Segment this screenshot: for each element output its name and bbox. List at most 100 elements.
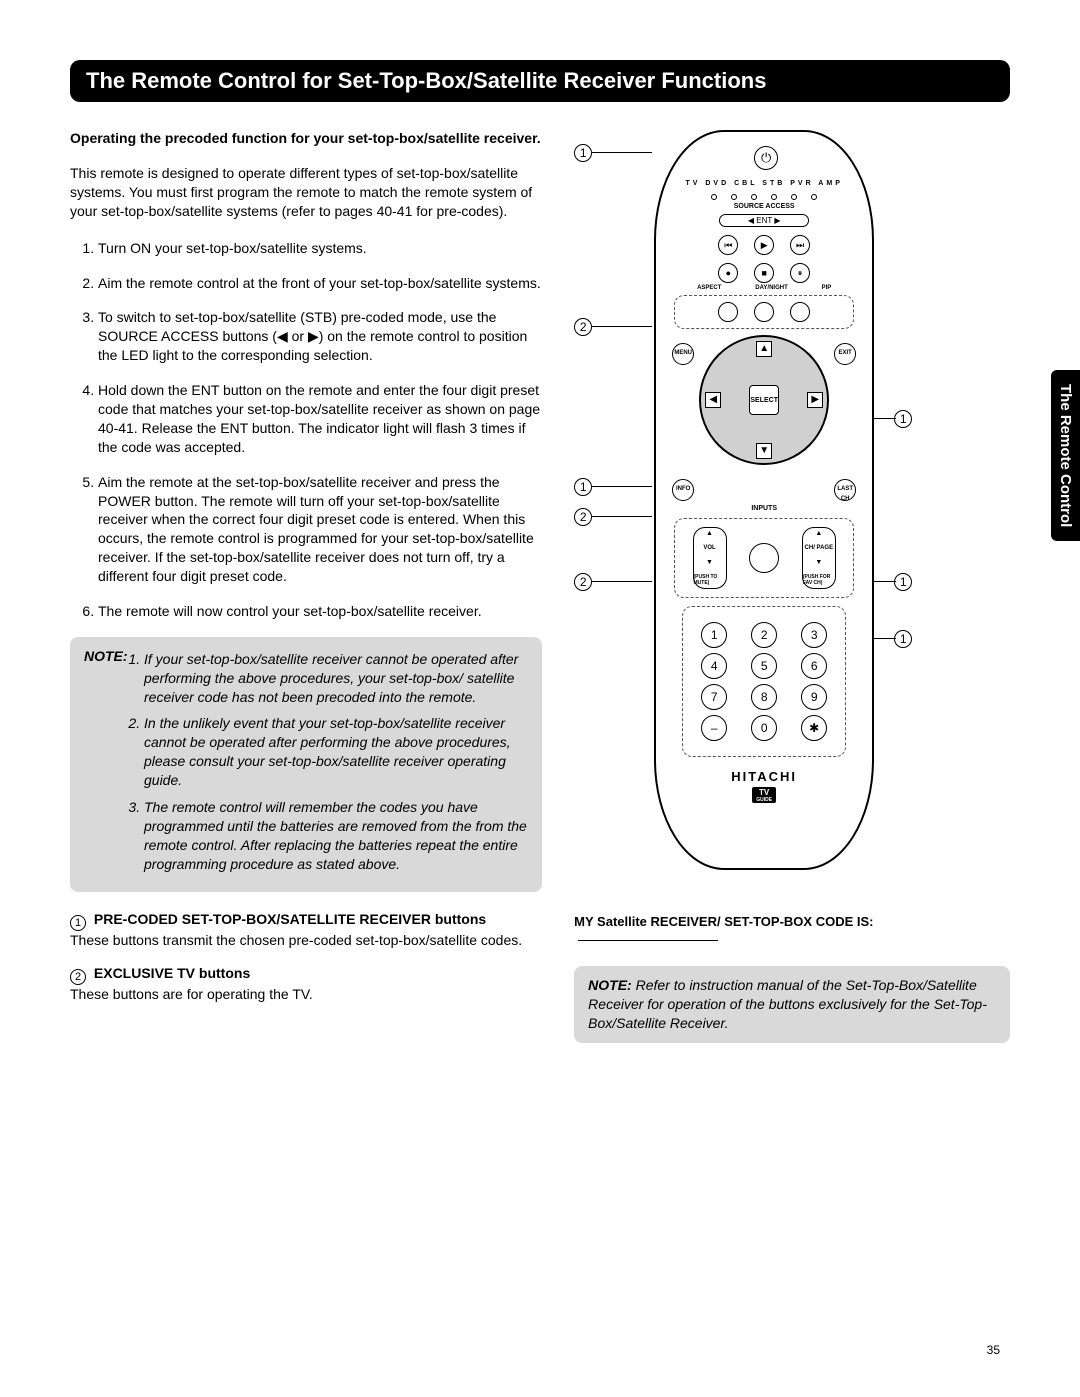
side-tab: The Remote Control <box>1051 370 1080 541</box>
num-4: 4 <box>701 653 727 679</box>
columns: Operating the precoded function for your… <box>70 130 1010 1043</box>
callout-num-2: 2 <box>574 318 592 336</box>
info-button: INFO <box>672 479 694 501</box>
callout-line <box>874 638 896 639</box>
callout-left-5: 2 <box>574 573 592 591</box>
callout-num-2c: 2 <box>574 573 592 591</box>
transport-row-2: ● ■ ⏸ <box>656 263 872 283</box>
down-arrow-icon: ▼ <box>756 443 772 459</box>
callout-right-1: 1 <box>894 410 912 428</box>
num-7: 7 <box>701 684 727 710</box>
step-4: Hold down the ENT button on the remote a… <box>98 381 542 457</box>
def-1: 1 PRE-CODED SET-TOP-BOX/SATELLITE RECEIV… <box>70 910 542 950</box>
def-2-title: EXCLUSIVE TV buttons <box>94 965 250 981</box>
aspect-box <box>674 295 854 329</box>
num-dash: – <box>701 715 727 741</box>
note1-item-2: In the unlikely event that your set-top-… <box>144 714 528 790</box>
numpad: 1 2 3 4 5 6 7 8 9 – <box>682 606 846 757</box>
callout-line <box>874 581 896 582</box>
def-2-text: These buttons are for operating the TV. <box>70 986 313 1002</box>
callout-num-1: 1 <box>574 144 592 162</box>
callout-line <box>874 418 896 419</box>
pause-icon: ⏸ <box>790 263 810 283</box>
pip-label: PIP <box>822 285 832 291</box>
guide-text: GUIDE <box>752 798 776 803</box>
my-code-label: MY Satellite RECEIVER/ SET-TOP-BOX CODE … <box>574 914 873 929</box>
up-arrow-icon: ▲ <box>756 341 772 357</box>
callout-left-1: 1 <box>574 144 592 162</box>
exit-button: EXIT <box>834 343 856 365</box>
left-column: Operating the precoded function for your… <box>70 130 542 1043</box>
step-6: The remote will now control your set-top… <box>98 602 542 621</box>
menu-button: MENU <box>672 343 694 365</box>
callout-num-1r: 1 <box>894 410 912 428</box>
num-1: 1 <box>701 622 727 648</box>
rewind-icon: ⏮ <box>718 235 738 255</box>
num-3: 3 <box>801 622 827 648</box>
ch-rocker: ▲CH/ PAGE▼ (PUSH FOR FAV CH) <box>802 527 836 589</box>
callout-line <box>592 516 652 517</box>
note2-text: Refer to instruction manual of the Set-T… <box>588 977 987 1031</box>
callout-num-2b: 2 <box>574 508 592 526</box>
left-arrow-icon: ◀ <box>705 392 721 408</box>
ch-label: CH/ PAGE <box>805 545 834 551</box>
def-2: 2 EXCLUSIVE TV buttons These buttons are… <box>70 964 542 1004</box>
num-star: ✱ <box>801 715 827 741</box>
stop-icon: ■ <box>754 263 774 283</box>
vol-label: VOL <box>703 545 715 551</box>
aspect-row-labels: ASPECT DAY/NIGHT PIP <box>656 283 872 291</box>
my-code-line: MY Satellite RECEIVER/ SET-TOP-BOX CODE … <box>574 914 1010 944</box>
def-1-text: These buttons transmit the chosen pre-co… <box>70 932 522 948</box>
callout-num-1b: 1 <box>574 478 592 496</box>
note-box-2: NOTE: Refer to instruction manual of the… <box>574 966 1010 1043</box>
remote-outline: ⏻ TV DVD CBL STB PVR AMP SOURCE ACCESS ◀… <box>654 130 874 870</box>
transport-row-1: ⏮ ▶ ⏭ <box>656 235 872 255</box>
remote-diagram-wrap: 1 2 1 2 2 1 1 1 ⏻ TV DVD CBL STB PVR AMP… <box>574 130 1010 890</box>
step-3: To switch to set-top-box/satellite (STB)… <box>98 308 542 365</box>
note1-list: If your set-top-box/satellite receiver c… <box>120 650 528 874</box>
note1-item-3: The remote control will remember the cod… <box>144 798 528 874</box>
select-button: SELECT <box>749 385 779 415</box>
dpad-region: GUIDE MENU EXIT ▲ ▼ ◀ ▶ SELECT INFO LAST… <box>656 335 872 505</box>
brand-label: HITACHI <box>656 769 872 784</box>
callout-line <box>592 326 652 327</box>
page-title-bar: The Remote Control for Set-Top-Box/Satel… <box>70 60 1010 102</box>
push-fav-label: (PUSH FOR FAV CH) <box>803 574 835 586</box>
num-6: 6 <box>801 653 827 679</box>
ffwd-icon: ⏭ <box>790 235 810 255</box>
callout-left-2: 2 <box>574 318 592 336</box>
callout-num-1r2: 1 <box>894 573 912 591</box>
vol-ch-box: ▲VOL▼ (PUSH TO MUTE) ▲CH/ PAGE▼ (PUSH FO… <box>674 518 854 598</box>
definitions: 1 PRE-CODED SET-TOP-BOX/SATELLITE RECEIV… <box>70 910 542 1004</box>
page-number: 35 <box>987 1343 1000 1357</box>
callout-line <box>592 152 652 153</box>
def-1-number: 1 <box>70 915 86 931</box>
play-icon: ▶ <box>754 235 774 255</box>
code-blank <box>578 940 718 941</box>
daynight-button <box>754 302 774 322</box>
aspect-button <box>718 302 738 322</box>
def-2-number: 2 <box>70 969 86 985</box>
num-9: 9 <box>801 684 827 710</box>
note1-item-1: If your set-top-box/satellite receiver c… <box>144 650 528 707</box>
callout-line <box>592 486 652 487</box>
vol-rocker: ▲VOL▼ (PUSH TO MUTE) <box>693 527 727 589</box>
num-0: 0 <box>751 715 777 741</box>
source-access-label: SOURCE ACCESS <box>656 203 872 210</box>
lastch-button: LAST CH <box>834 479 856 501</box>
callout-left-3: 1 <box>574 478 592 496</box>
aspect-label: ASPECT <box>697 285 721 291</box>
record-icon: ● <box>718 263 738 283</box>
daynight-label: DAY/NIGHT <box>755 285 787 291</box>
callout-right-3: 1 <box>894 630 912 648</box>
ent-row: ◀ ENT ▶ <box>719 214 809 227</box>
step-5: Aim the remote at the set-top-box/satell… <box>98 473 542 586</box>
dpad: ▲ ▼ ◀ ▶ SELECT <box>699 335 829 465</box>
step-2: Aim the remote control at the front of y… <box>98 274 542 293</box>
note-label-2: NOTE: <box>588 977 632 993</box>
step-1: Turn ON your set-top-box/satellite syste… <box>98 239 542 258</box>
right-column: 1 2 1 2 2 1 1 1 ⏻ TV DVD CBL STB PVR AMP… <box>574 130 1010 1043</box>
intro-heading: Operating the precoded function for your… <box>70 130 542 146</box>
callout-line <box>592 581 652 582</box>
callout-left-4: 2 <box>574 508 592 526</box>
